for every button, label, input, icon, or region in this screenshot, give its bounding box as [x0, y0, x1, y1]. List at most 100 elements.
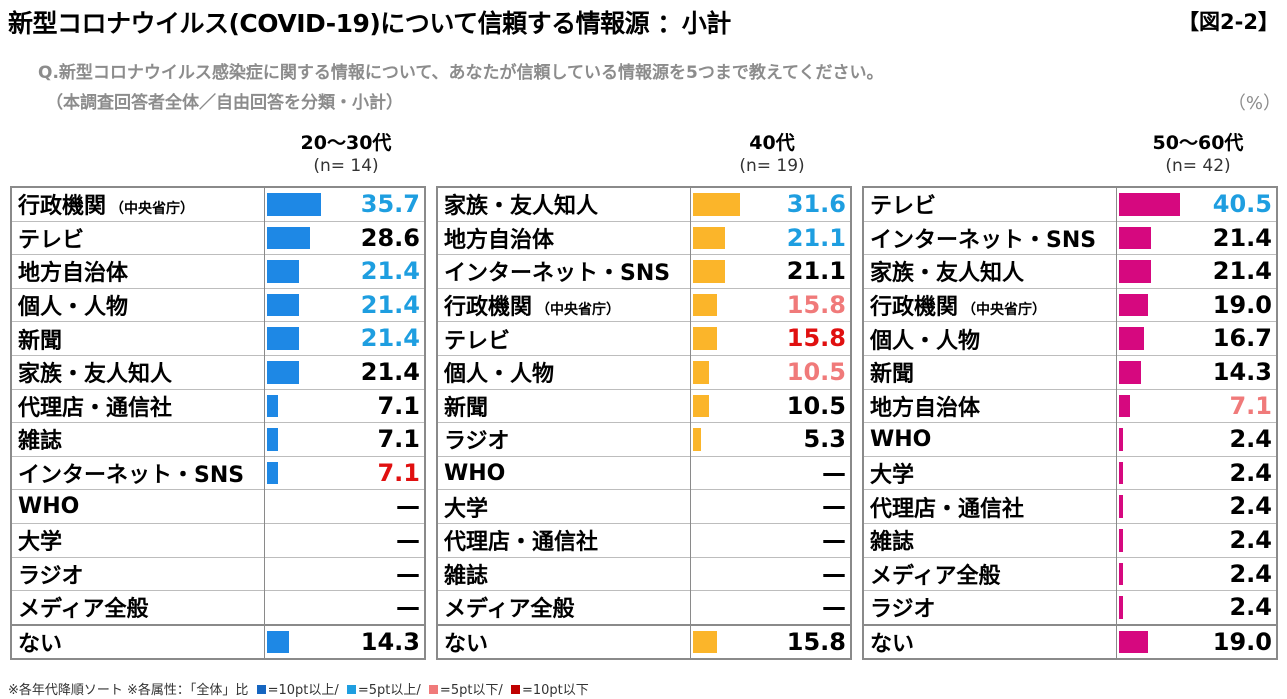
data-label: 10.5: [786, 357, 846, 386]
row-label-text: 雑誌: [444, 563, 489, 589]
row-label-text: 新聞: [18, 328, 63, 354]
row-bar-cell: —: [264, 556, 425, 591]
legend-below-10pt: =10pt以下: [521, 683, 589, 698]
row-label-text: テレビ: [444, 328, 511, 354]
row-label: ない: [863, 623, 1117, 660]
bar: [693, 260, 725, 283]
data-label: 19.0: [1212, 290, 1272, 319]
row-label-text: 新聞: [444, 395, 489, 421]
row-label-text: 雑誌: [18, 429, 63, 455]
table-row: 大学 —: [437, 489, 851, 524]
row-bar-cell: 31.6: [691, 187, 852, 221]
row-label: ない: [11, 623, 265, 660]
bar: [1119, 327, 1144, 350]
row-bar-cell: 28.6: [264, 220, 425, 255]
data-label: —: [822, 593, 846, 622]
row-label-text: 行政機関: [18, 194, 107, 220]
bar: [267, 461, 278, 485]
data-label: —: [822, 492, 846, 521]
row-label-text: 大学: [18, 530, 63, 556]
row-bar-cell: —: [690, 489, 851, 524]
row-bar-cell: 10.5: [690, 388, 851, 423]
table-row: 代理店・通信社 —: [437, 522, 851, 558]
table-row: 家族・友人知人 21.4: [863, 254, 1277, 289]
data-label: 28.6: [360, 223, 420, 252]
table-row: 個人・人物 10.5: [437, 354, 851, 390]
data-label: 16.7: [1212, 324, 1272, 353]
bar: [693, 394, 709, 418]
table-row: 代理店・通信社 2.4: [863, 489, 1277, 524]
data-label: 2.4: [1229, 559, 1272, 588]
panel-n: (n= 42): [1165, 156, 1231, 176]
table-row: 個人・人物 16.7: [863, 321, 1277, 356]
row-bar-cell: —: [264, 489, 425, 524]
table-row: 地方自治体 21.4: [11, 254, 425, 289]
row-label: 行政機関 （中央省庁）: [437, 287, 691, 322]
table-row: 個人・人物 21.4: [11, 287, 425, 322]
row-label: 大学: [437, 489, 691, 524]
row-label: メディア全般: [863, 556, 1117, 591]
bar: [1119, 630, 1148, 654]
panel-n: (n= 19): [739, 156, 805, 176]
row-bar-cell: 21.1: [690, 220, 851, 255]
row-bar-cell: 35.7: [265, 187, 426, 221]
row-bar-cell: 10.5: [690, 354, 851, 390]
data-label: —: [396, 559, 420, 588]
data-label: 7.1: [377, 425, 420, 454]
legend-above-5pt: =5pt以上/: [357, 683, 421, 698]
row-label: 大学: [11, 522, 265, 558]
data-label: 7.1: [377, 391, 420, 420]
row-label-text: ラジオ: [444, 429, 510, 455]
row-label: 個人・人物: [863, 321, 1117, 356]
row-bar-cell: 7.1: [264, 388, 425, 423]
legend-above-10pt: =10pt以上/: [267, 683, 339, 698]
bar: [1119, 428, 1123, 451]
row-label: WHO: [11, 489, 265, 524]
table-row: ない 14.3: [11, 623, 425, 660]
legend-swatch-below-5pt: [428, 685, 438, 694]
row-label-sub: （中央省庁）: [110, 201, 195, 218]
row-bar-cell: 21.4: [264, 287, 425, 322]
table-row: メディア全般 —: [437, 590, 851, 625]
row-bar-cell: —: [264, 522, 425, 558]
table-row: ラジオ 2.4: [863, 590, 1277, 625]
data-label: 15.8: [786, 324, 846, 353]
table-row: 雑誌 7.1: [11, 422, 425, 457]
row-bar-cell: 2.4: [1116, 556, 1277, 591]
table-row: メディア全般 2.4: [863, 556, 1277, 591]
row-label: ラジオ: [863, 590, 1117, 625]
row-label: ラジオ: [437, 422, 691, 457]
row-label-text: インターネット・SNS: [870, 227, 1097, 253]
row-label: メディア全般: [11, 590, 265, 625]
question-note: （本調査回答者全体／自由回答を分類・小計）: [46, 93, 403, 113]
row-label: インターネット・SNS: [11, 455, 265, 490]
row-label: 家族・友人知人: [863, 254, 1117, 289]
row-label-text: 行政機関: [870, 295, 959, 321]
table-row: 行政機関 （中央省庁） 15.8: [437, 287, 851, 322]
row-bar-cell: 21.4: [1116, 254, 1277, 289]
bar: [1119, 394, 1130, 418]
row-label: 地方自治体: [437, 220, 691, 255]
row-bar-cell: 2.4: [1116, 590, 1277, 625]
legend-below-5pt: =5pt以下/: [439, 683, 503, 698]
data-label: 21.4: [1212, 223, 1272, 252]
row-bar-cell: 19.0: [1116, 623, 1277, 660]
data-label: 31.6: [786, 190, 846, 218]
data-table: テレビ 40.5 インターネット・SNS 21.4 家族・友人知人 21.4 行政機関 （中央…: [862, 186, 1278, 661]
row-bar-cell: 21.4: [264, 254, 425, 289]
row-label-text: 代理店・通信社: [18, 395, 173, 421]
data-label: 21.4: [360, 357, 420, 386]
bar: [693, 293, 717, 317]
row-label: テレビ: [863, 187, 1117, 222]
row-label: 代理店・通信社: [437, 522, 691, 558]
legend-swatch-above-10pt: [256, 685, 266, 694]
row-bar-cell: —: [690, 455, 851, 490]
row-label-text: 家族・友人知人: [870, 261, 1025, 287]
row-bar-cell: 14.3: [1116, 354, 1277, 390]
row-bar-cell: 15.8: [690, 623, 851, 660]
row-bar-cell: 21.4: [264, 354, 425, 390]
row-label-text: 代理店・通信社: [870, 496, 1025, 522]
bar: [1119, 461, 1123, 485]
row-bar-cell: 2.4: [1116, 422, 1277, 457]
row-bar-cell: 19.0: [1116, 287, 1277, 322]
